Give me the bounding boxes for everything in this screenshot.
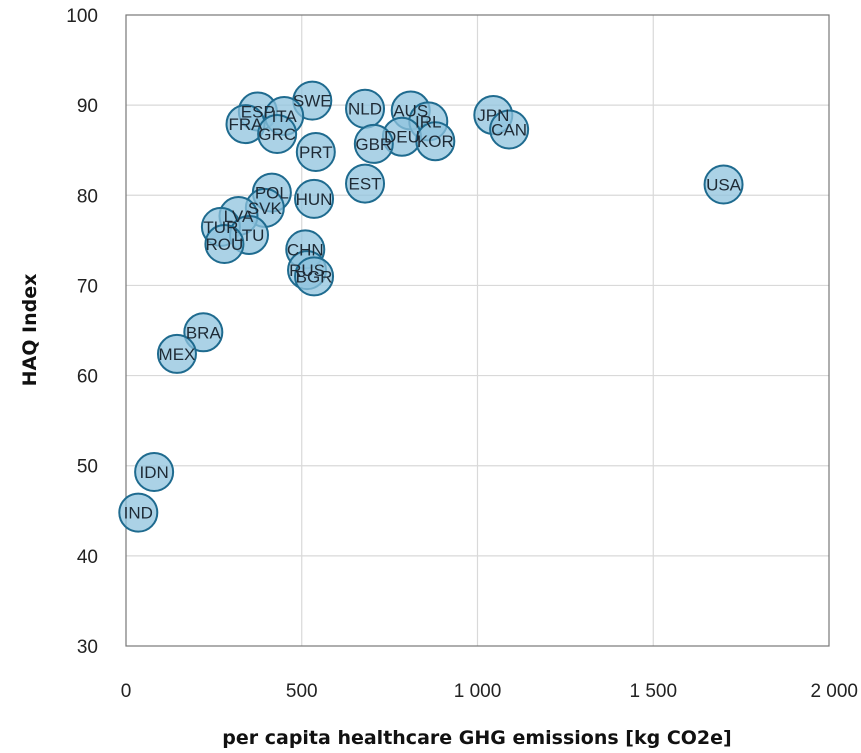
data-point-kor: [415, 121, 456, 162]
point-label: TUR: [203, 218, 238, 237]
point-label: ROU: [206, 235, 244, 254]
y-tick-labels: 30 40 50 60 70 80 90 100: [66, 6, 98, 658]
x-tick-label: 1 500: [629, 681, 677, 702]
point-label: IDN: [139, 463, 168, 482]
point-label: ESP: [241, 102, 275, 121]
plot-frame: [125, 14, 830, 647]
point-label: HUN: [296, 190, 333, 209]
data-point-bra: [183, 312, 224, 353]
y-tick-label: 60: [77, 367, 98, 388]
data-point-prt: [295, 132, 336, 173]
point-label: BGR: [296, 267, 333, 286]
point-label: EST: [348, 175, 381, 194]
point-label: JPN: [477, 106, 509, 125]
point-label: NLD: [348, 100, 382, 119]
point-label: IRL: [415, 112, 441, 131]
data-point-hun: [294, 178, 335, 219]
data-point-mex: [156, 333, 197, 374]
point-label: CHN: [287, 240, 324, 259]
point-label: DEU: [384, 128, 420, 147]
point-label: POL: [255, 184, 289, 203]
y-tick-label: 90: [77, 96, 98, 117]
point-label: GRC: [258, 125, 296, 144]
x-tick-label: 0: [121, 681, 132, 702]
point-label: LTU: [234, 226, 265, 245]
y-tick-label: 70: [77, 276, 98, 297]
y-tick-label: 80: [77, 186, 98, 207]
data-point-idn: [134, 452, 175, 493]
point-label: USA: [706, 175, 742, 194]
y-tick-label: 50: [77, 457, 98, 478]
x-axis-title: per capita healthcare GHG emissions [kg …: [222, 727, 731, 749]
point-label: RUS: [289, 261, 325, 280]
point-label: ITA: [272, 107, 298, 126]
y-axis-title: HAQ Index: [19, 274, 41, 387]
data-point-bgr: [294, 256, 335, 297]
point-label: AUS: [393, 102, 428, 121]
data-point-gbr: [353, 123, 394, 164]
x-tick-label: 1 000: [454, 681, 502, 702]
data-point-can: [489, 109, 530, 150]
point-label: GBR: [355, 135, 392, 154]
point-label: PRT: [299, 143, 333, 162]
y-tick-label: 30: [77, 637, 98, 658]
x-tick-label: 500: [286, 681, 318, 702]
point-label: SWE: [293, 92, 332, 111]
point-label: IND: [124, 504, 153, 523]
x-tick-label: 2 000: [810, 681, 858, 702]
data-point-rou: [204, 223, 245, 264]
point-label: LVA: [224, 207, 254, 226]
point-label: FRA: [229, 115, 264, 134]
data-point-usa: [703, 164, 744, 205]
point-label: CAN: [491, 120, 527, 139]
point-label: MEX: [159, 345, 196, 364]
point-label: KOR: [417, 132, 454, 151]
x-tick-labels: 0 500 1 000 1 500 2 000: [121, 681, 858, 702]
data-point-ind: [118, 492, 159, 533]
y-tick-label: 40: [77, 547, 98, 568]
point-label: SVK: [248, 199, 283, 218]
data-point-est: [345, 163, 386, 204]
data-points: [118, 80, 744, 533]
y-tick-label: 100: [66, 6, 98, 27]
point-label: BRA: [186, 323, 222, 342]
data-point-grc: [257, 113, 298, 154]
